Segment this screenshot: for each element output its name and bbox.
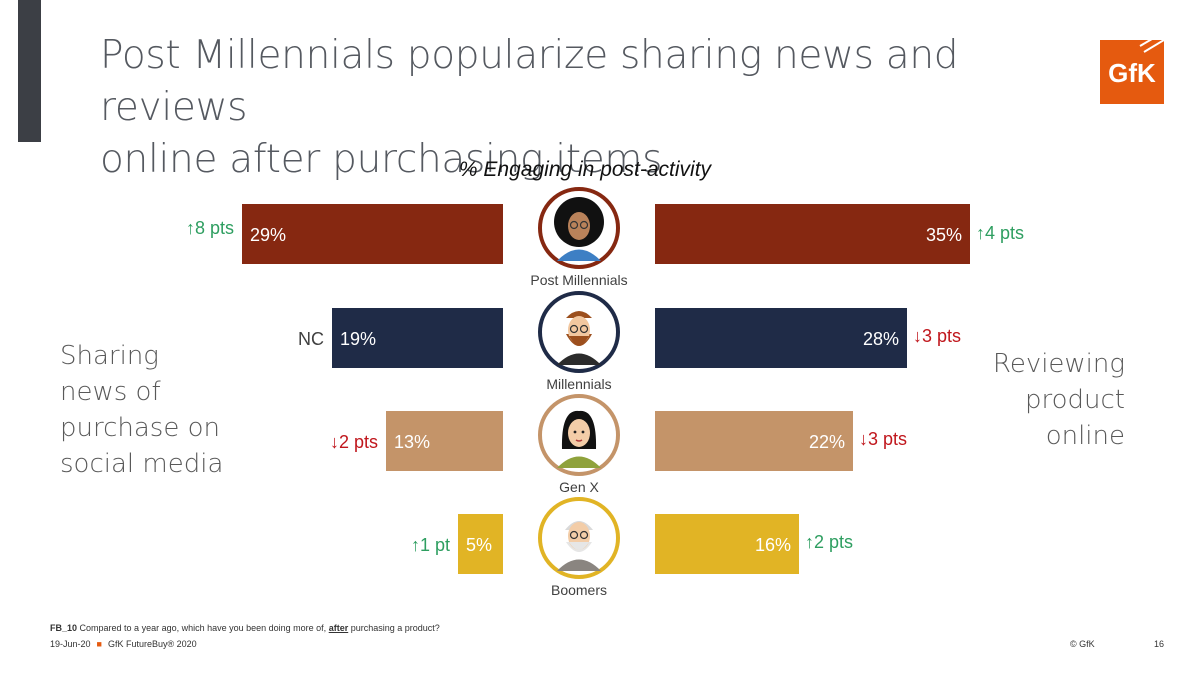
category-label: Millennials [546,376,611,392]
bearded-man-avatar-icon [538,291,620,373]
gfk-logo: GfK [1100,40,1164,104]
right-bar-value-label: 22% [809,432,845,452]
left-bar-value-label: 5% [466,535,492,555]
avatar-mouth [575,439,583,442]
chart-title: % Engaging in post-activity [458,158,712,181]
avatar-shirt [557,559,601,571]
category-label: Gen X [559,479,599,495]
left-series-label-line: purchase on [60,413,220,443]
category-label: Boomers [551,582,607,598]
footnote-code: FB_10 [50,623,78,633]
right-bar [655,514,799,574]
avatar-shirt [557,249,601,261]
left-series-label-line: social media [60,449,224,479]
glasses-right-lens [579,324,589,334]
slide-title: Post Millennials popularize sharing news… [100,30,1100,186]
avatar-hair [566,311,592,318]
left-bar [242,204,503,264]
avatar-eye [581,430,585,434]
right-bar-value-label: 28% [863,329,899,349]
left-bar-value-label: 29% [250,225,286,245]
right-bar [655,204,970,264]
woman-curly-hair-avatar-icon [538,187,620,269]
right-change-label: ↑4 pts [976,223,1024,243]
footer-date: 19-Jun-20 [50,639,91,649]
avatar-beard-front [569,542,589,550]
left-change-label: NC [298,329,324,349]
gfk-logo-text: GfK [1108,58,1156,88]
right-series-label-line: Reviewing [992,349,1125,379]
glasses-right-lens [579,220,589,230]
right-series-label-line: product [1024,385,1125,415]
avatar-shirt [557,353,601,365]
right-bar [655,411,853,471]
avatar-face [568,419,590,447]
avatar-beard-front [569,336,589,345]
footnote: FB_10 Compared to a year ago, which have… [50,623,440,633]
left-series-label-line: Sharing [60,341,159,371]
footnote-text: Compared to a year ago, which have you b… [79,623,327,633]
right-change-label: ↑2 pts [805,532,853,552]
avatar-shirt [557,456,601,468]
footnote-emphasis: after [328,623,349,633]
glasses-left-lens [569,324,579,334]
left-bar [332,308,503,368]
avatar-eye [573,430,577,434]
left-bar-value-label: 19% [340,329,376,349]
right-bar [655,308,907,368]
right-change-label: ↓3 pts [859,429,907,449]
right-bar-value-label: 16% [755,535,791,555]
left-series-label-line: news of [60,377,161,407]
footer-source: 19-Jun-20 ■ GfK FutureBuy® 2020 [50,639,197,649]
gfk-logo-mark: GfK [1108,40,1164,88]
left-series-label: Sharing news of purchase on social media [60,338,260,482]
slide-title-line-1: Post Millennials popularize sharing news… [100,33,959,130]
glasses-left-lens [569,530,579,540]
glasses-right-lens [579,530,589,540]
elderly-man-avatar-icon [538,497,620,579]
slide-accent-bar [18,0,41,142]
right-series-label-line: online [1045,421,1125,451]
left-bar-value-label: 13% [394,432,430,452]
category-label: Post Millennials [530,272,627,288]
left-change-label: ↑8 pts [186,218,234,238]
left-bar [458,514,503,574]
woman-avatar-icon [538,394,620,476]
left-bar [386,411,503,471]
right-change-label: ↓3 pts [913,326,961,346]
left-change-label: ↓2 pts [330,432,378,452]
footnote-text-end: purchasing a product? [350,623,440,633]
glasses-left-lens [569,220,579,230]
right-series-label: Reviewing product online [930,346,1125,454]
footer-separator: ■ [96,639,102,649]
left-change-label: ↑1 pt [411,535,450,555]
footer-copyright: © GfK [1070,639,1095,649]
avatar-face [568,212,590,240]
page-number: 16 [1154,639,1165,649]
footer-source-text: GfK FutureBuy® 2020 [107,639,197,649]
right-bar-value-label: 35% [926,225,962,245]
slide-title-line-2: online after purchasing items [100,137,663,182]
